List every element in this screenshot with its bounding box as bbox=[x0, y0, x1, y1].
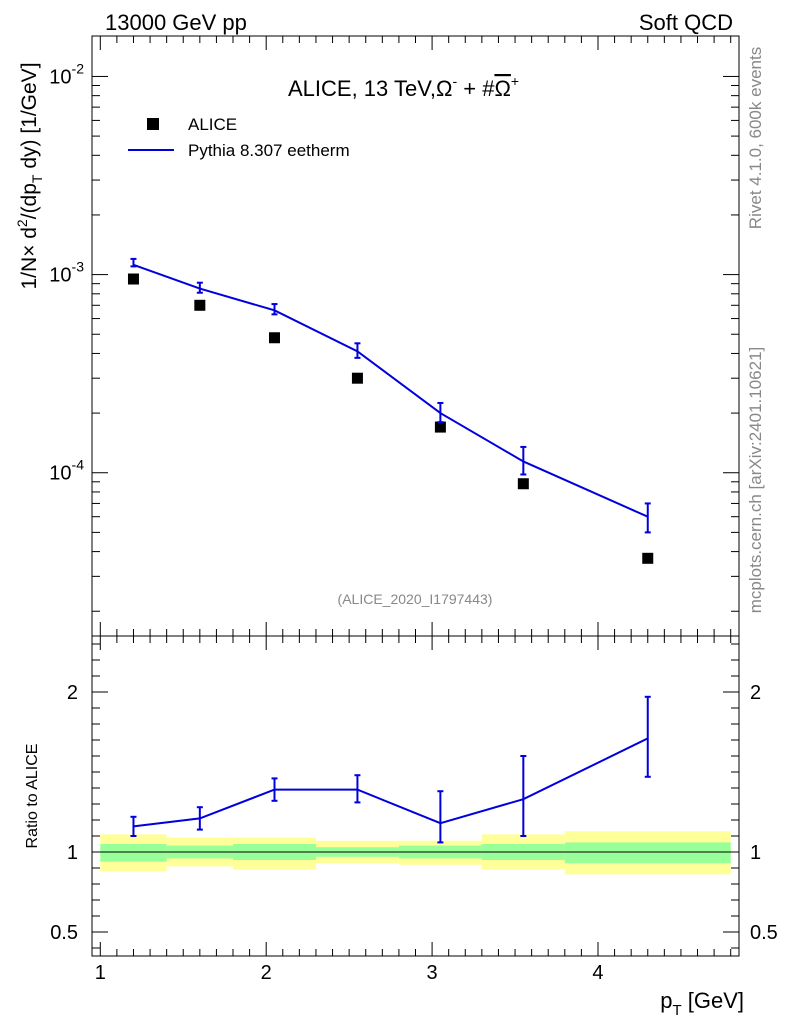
ratio-panel: 0.5 0.5 1 1 2 2 1 2 3 4 Ratio to ALICE pT [GeV] bbox=[24, 635, 778, 1019]
alice-data-point bbox=[127, 273, 139, 285]
main-x-ticks bbox=[99, 36, 732, 636]
mcplots-label: mcplots.cern.ch [arXiv:2401.10621] bbox=[746, 347, 765, 613]
ratio-x-axis: 1 2 3 4 bbox=[95, 636, 732, 984]
header-right: Soft QCD bbox=[639, 10, 733, 35]
alice-data-point bbox=[434, 421, 446, 433]
header-left: 13000 GeV pp bbox=[105, 10, 247, 35]
ratio-y-axis: 0.5 0.5 1 1 2 2 bbox=[50, 643, 778, 949]
x-tick-label: 4 bbox=[592, 962, 603, 984]
x-axis-label: pT [GeV] bbox=[660, 988, 744, 1019]
legend-alice-label: ALICE bbox=[188, 115, 237, 134]
legend-pythia-label: Pythia 8.307 eetherm bbox=[188, 141, 350, 160]
uncertainty-band-green bbox=[564, 842, 731, 864]
alice-data-point bbox=[268, 332, 280, 344]
legend-alice-marker bbox=[147, 118, 159, 130]
main-y-tick-label: 10-2 bbox=[49, 60, 84, 88]
ratio-y-tick-label-left: 1 bbox=[67, 842, 78, 864]
ratio-y-tick-label-left: 0.5 bbox=[50, 922, 78, 944]
main-y-tick-label: 10-3 bbox=[49, 259, 84, 287]
alice-data-point bbox=[517, 478, 529, 490]
alice-data-point bbox=[194, 299, 206, 311]
uncertainty-band-green bbox=[100, 844, 167, 862]
ratio-pythia-line bbox=[133, 737, 649, 828]
ratio-y-tick-label-right: 1 bbox=[750, 842, 761, 864]
ratio-y-tick-label-right: 0.5 bbox=[750, 922, 778, 944]
main-panel: 10-4 10-3 10-2 ALICE, 13 TeV,Ω- + #Ω+ ALIC… bbox=[14, 35, 740, 637]
ratio-y-tick-label-right: 2 bbox=[750, 682, 761, 704]
rivet-label: Rivet 4.1.0, 600k events bbox=[746, 47, 765, 229]
main-y-axis: 10-4 10-3 10-2 bbox=[49, 60, 739, 612]
main-series bbox=[127, 257, 654, 564]
ratio-y-label: Ratio to ALICE bbox=[24, 744, 41, 849]
legend: ALICE Pythia 8.307 eetherm bbox=[128, 115, 350, 160]
alice-data-point bbox=[351, 372, 363, 384]
alice-data-point bbox=[642, 552, 654, 564]
main-y-tick-label: 10-4 bbox=[49, 457, 84, 485]
ratio-frame bbox=[91, 635, 740, 957]
x-tick-label: 1 bbox=[95, 962, 106, 984]
ratio-series bbox=[130, 695, 651, 844]
x-tick-label: 3 bbox=[427, 962, 438, 984]
analysis-watermark: (ALICE_2020_I1797443) bbox=[338, 591, 493, 607]
pythia-line bbox=[133, 263, 649, 518]
x-tick-label: 2 bbox=[261, 962, 272, 984]
ratio-bands bbox=[100, 831, 731, 875]
plot-title: ALICE, 13 TeV,Ω- + #Ω+ bbox=[288, 73, 519, 101]
ratio-y-tick-label-left: 2 bbox=[67, 682, 78, 704]
main-y-label: 1/N× d2/(dpT dy) [1/GeV] bbox=[14, 62, 45, 289]
